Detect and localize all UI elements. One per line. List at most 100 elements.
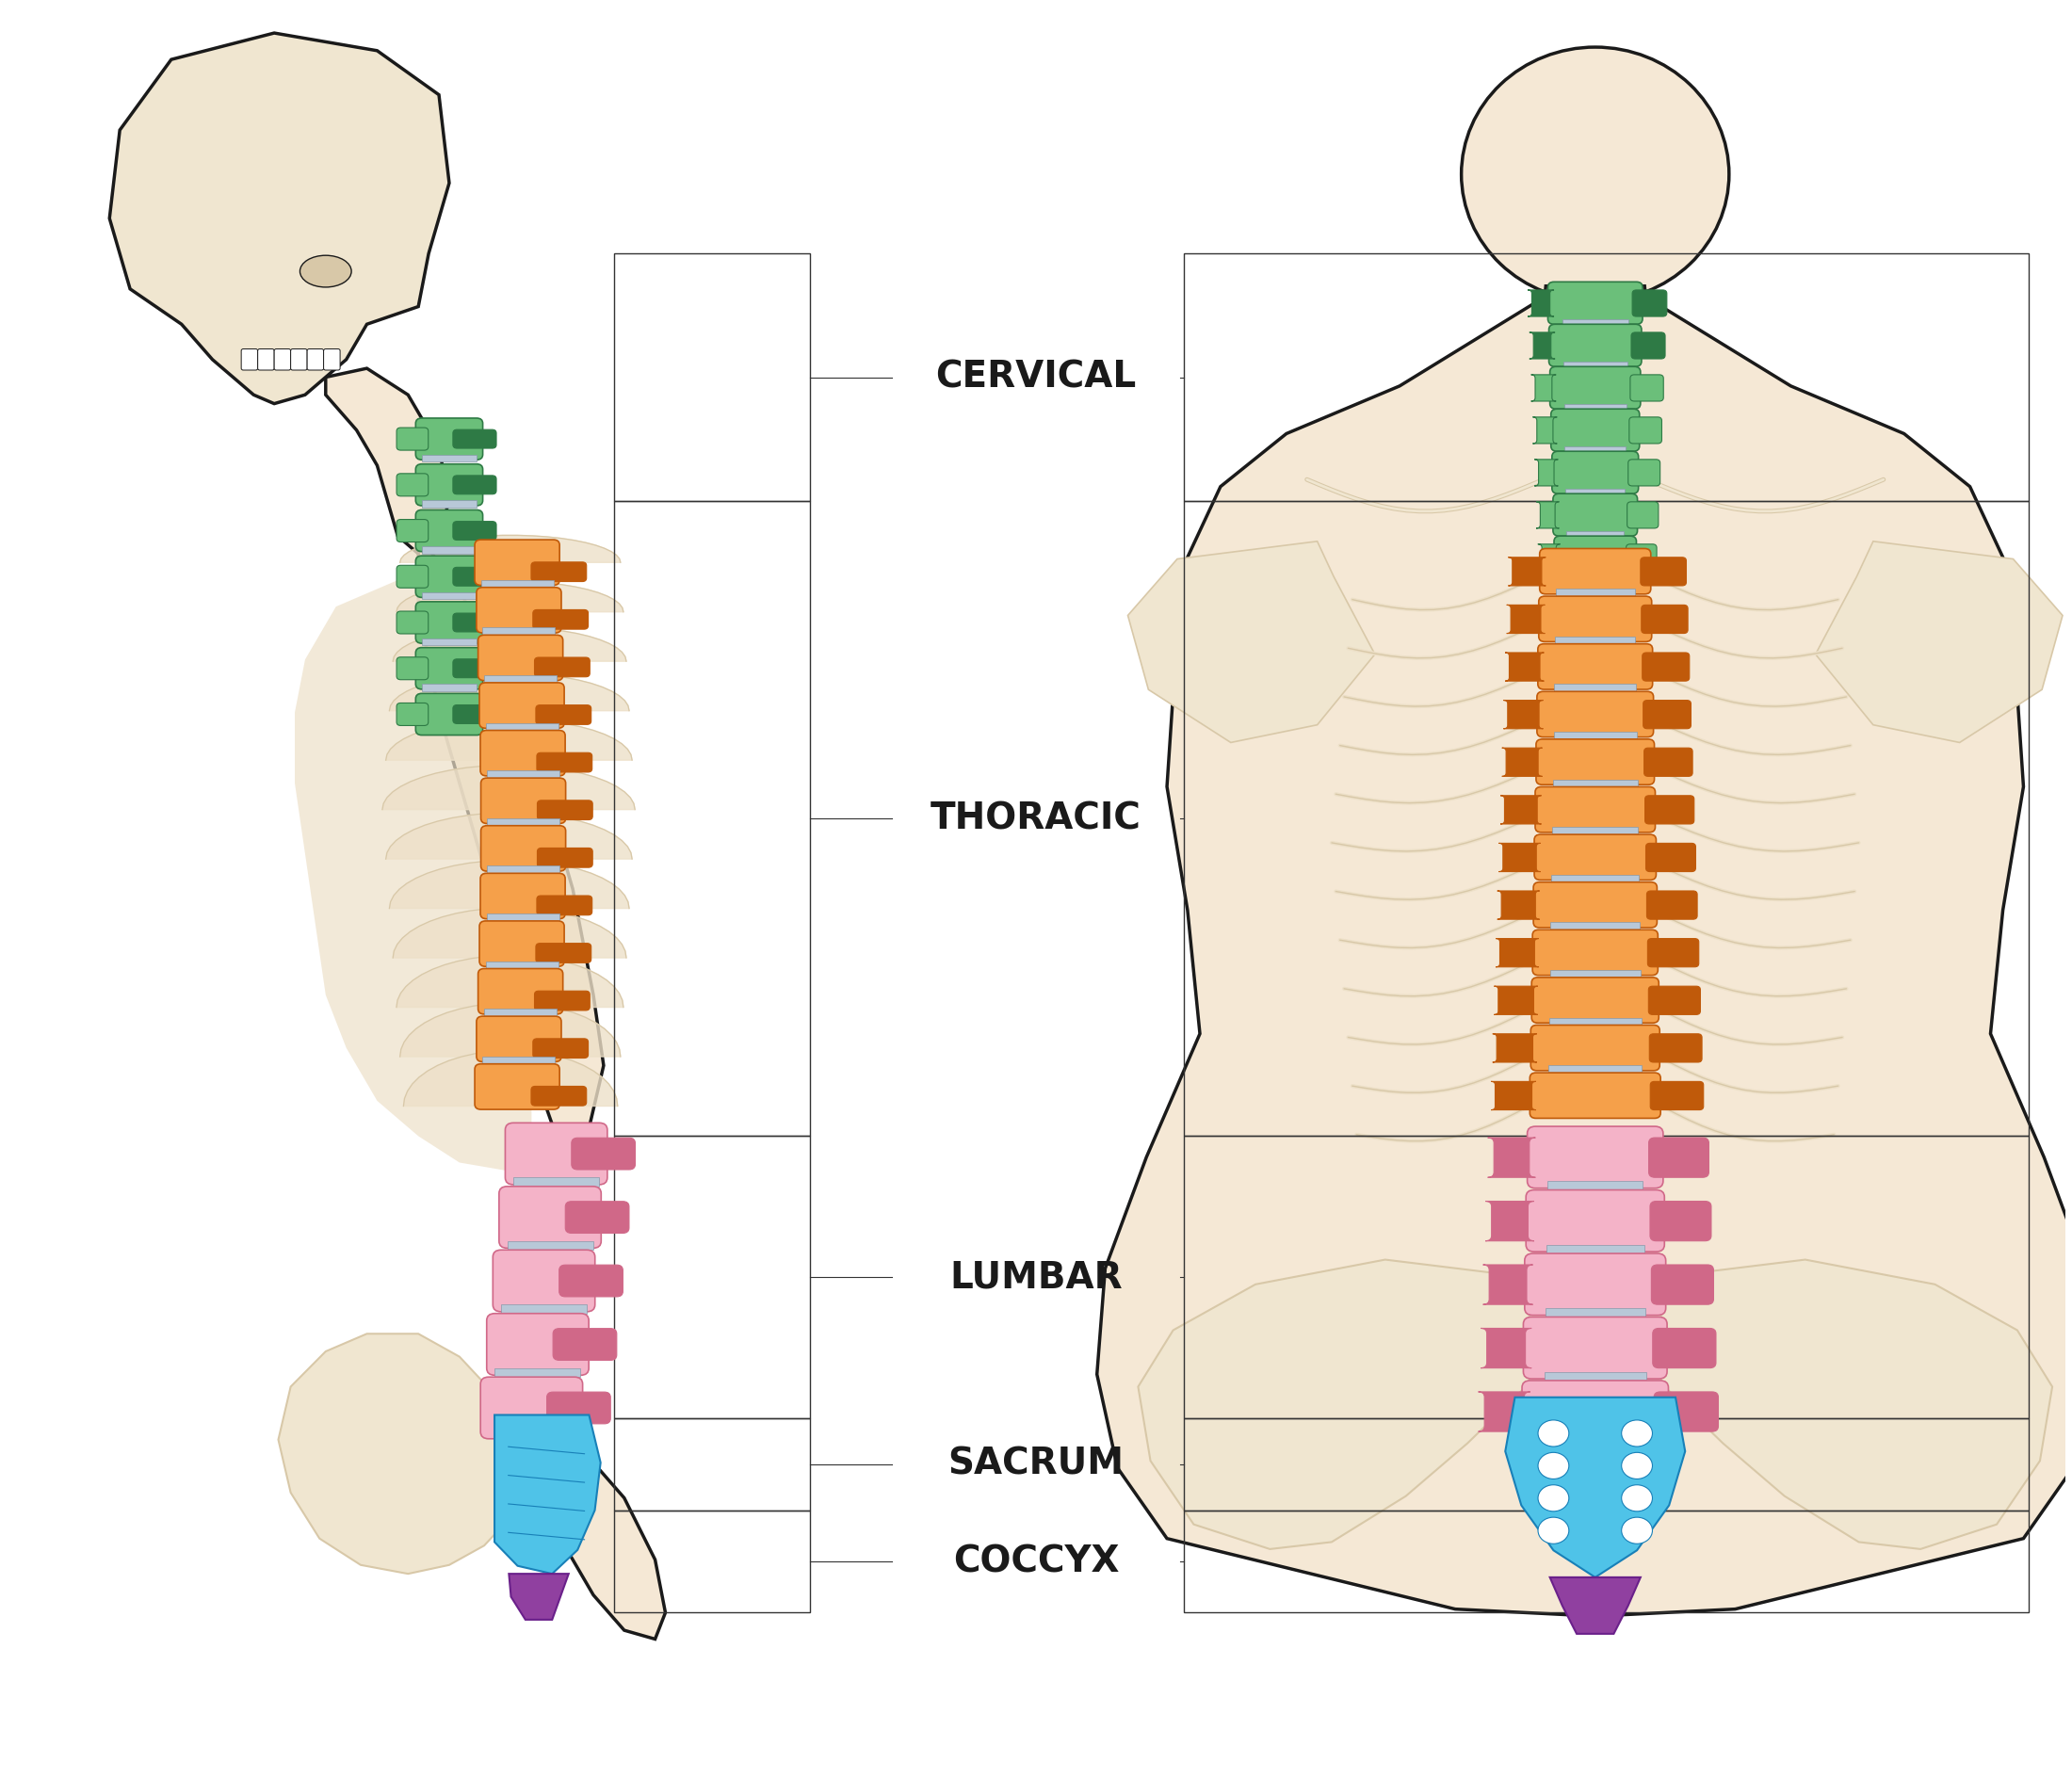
FancyBboxPatch shape [530, 562, 586, 581]
Text: SACRUM: SACRUM [949, 1447, 1123, 1483]
FancyBboxPatch shape [1529, 1072, 1660, 1118]
FancyBboxPatch shape [479, 969, 564, 1013]
FancyBboxPatch shape [416, 464, 483, 505]
FancyBboxPatch shape [572, 1138, 636, 1170]
FancyBboxPatch shape [416, 601, 483, 644]
Polygon shape [1815, 541, 2062, 743]
FancyBboxPatch shape [1643, 653, 1689, 681]
Text: COCCYX: COCCYX [953, 1543, 1119, 1579]
FancyBboxPatch shape [416, 510, 483, 551]
FancyBboxPatch shape [1552, 779, 1637, 786]
FancyBboxPatch shape [1502, 749, 1542, 777]
Polygon shape [1504, 1398, 1685, 1577]
Polygon shape [396, 581, 624, 612]
FancyBboxPatch shape [479, 683, 564, 729]
Polygon shape [385, 720, 632, 761]
FancyBboxPatch shape [533, 1038, 588, 1058]
FancyBboxPatch shape [1508, 557, 1546, 585]
FancyBboxPatch shape [485, 724, 557, 731]
FancyBboxPatch shape [474, 541, 559, 585]
FancyBboxPatch shape [1550, 971, 1641, 978]
FancyBboxPatch shape [481, 873, 566, 919]
FancyBboxPatch shape [537, 752, 593, 772]
FancyBboxPatch shape [1486, 1202, 1533, 1241]
FancyBboxPatch shape [1500, 795, 1542, 823]
FancyBboxPatch shape [495, 1369, 580, 1376]
FancyBboxPatch shape [1564, 404, 1627, 411]
Polygon shape [400, 1003, 620, 1056]
FancyBboxPatch shape [1649, 1202, 1711, 1241]
FancyBboxPatch shape [1554, 637, 1635, 644]
FancyBboxPatch shape [1548, 1065, 1641, 1072]
Polygon shape [1662, 1259, 2051, 1549]
FancyBboxPatch shape [1629, 418, 1662, 443]
FancyBboxPatch shape [474, 1063, 559, 1109]
FancyBboxPatch shape [501, 1305, 586, 1314]
FancyBboxPatch shape [1535, 740, 1653, 784]
FancyBboxPatch shape [1649, 1081, 1703, 1109]
Polygon shape [390, 861, 630, 909]
FancyBboxPatch shape [566, 1202, 630, 1234]
Polygon shape [394, 909, 626, 958]
Ellipse shape [300, 256, 352, 288]
FancyBboxPatch shape [537, 848, 593, 868]
FancyBboxPatch shape [1537, 544, 1560, 571]
FancyBboxPatch shape [481, 731, 566, 775]
Circle shape [1537, 1517, 1569, 1543]
Circle shape [1622, 1421, 1651, 1447]
FancyBboxPatch shape [1531, 375, 1556, 402]
Polygon shape [1535, 286, 1656, 388]
FancyBboxPatch shape [423, 546, 477, 553]
FancyBboxPatch shape [1554, 494, 1637, 535]
FancyBboxPatch shape [1525, 1253, 1666, 1316]
Text: CERVICAL: CERVICAL [937, 359, 1135, 395]
FancyBboxPatch shape [1641, 557, 1687, 585]
FancyBboxPatch shape [307, 348, 323, 370]
FancyBboxPatch shape [1566, 530, 1624, 537]
FancyBboxPatch shape [1645, 843, 1695, 871]
FancyBboxPatch shape [1477, 1392, 1531, 1431]
FancyBboxPatch shape [1649, 1138, 1709, 1177]
FancyBboxPatch shape [1525, 1189, 1664, 1252]
FancyBboxPatch shape [1631, 332, 1666, 359]
FancyBboxPatch shape [416, 418, 483, 461]
Polygon shape [510, 1574, 568, 1620]
FancyBboxPatch shape [396, 612, 429, 633]
FancyBboxPatch shape [274, 348, 290, 370]
FancyBboxPatch shape [537, 944, 591, 962]
FancyBboxPatch shape [1492, 1081, 1535, 1109]
FancyBboxPatch shape [1552, 875, 1639, 882]
FancyBboxPatch shape [1550, 366, 1641, 409]
Polygon shape [110, 34, 450, 404]
FancyBboxPatch shape [396, 565, 429, 589]
FancyBboxPatch shape [1649, 1033, 1701, 1061]
FancyBboxPatch shape [483, 628, 555, 635]
FancyBboxPatch shape [396, 658, 429, 679]
Polygon shape [495, 1415, 601, 1574]
FancyBboxPatch shape [1564, 446, 1627, 453]
FancyBboxPatch shape [1627, 501, 1658, 528]
Polygon shape [419, 535, 665, 1639]
FancyBboxPatch shape [477, 587, 562, 633]
FancyBboxPatch shape [506, 1124, 607, 1184]
Polygon shape [394, 628, 626, 661]
FancyBboxPatch shape [1566, 489, 1624, 496]
FancyBboxPatch shape [1647, 939, 1699, 967]
FancyBboxPatch shape [1647, 891, 1697, 919]
FancyBboxPatch shape [1643, 701, 1691, 729]
FancyBboxPatch shape [1653, 1328, 1716, 1367]
FancyBboxPatch shape [481, 779, 566, 823]
Polygon shape [385, 813, 632, 859]
FancyBboxPatch shape [1496, 939, 1539, 967]
FancyBboxPatch shape [1527, 1127, 1664, 1188]
FancyBboxPatch shape [533, 610, 588, 629]
FancyBboxPatch shape [1649, 987, 1701, 1015]
FancyBboxPatch shape [1552, 409, 1639, 452]
FancyBboxPatch shape [454, 567, 497, 587]
Polygon shape [294, 544, 533, 1172]
FancyBboxPatch shape [547, 1392, 611, 1424]
Polygon shape [396, 955, 624, 1008]
Text: LUMBAR: LUMBAR [949, 1259, 1123, 1294]
FancyBboxPatch shape [240, 348, 257, 370]
FancyBboxPatch shape [499, 1186, 601, 1248]
